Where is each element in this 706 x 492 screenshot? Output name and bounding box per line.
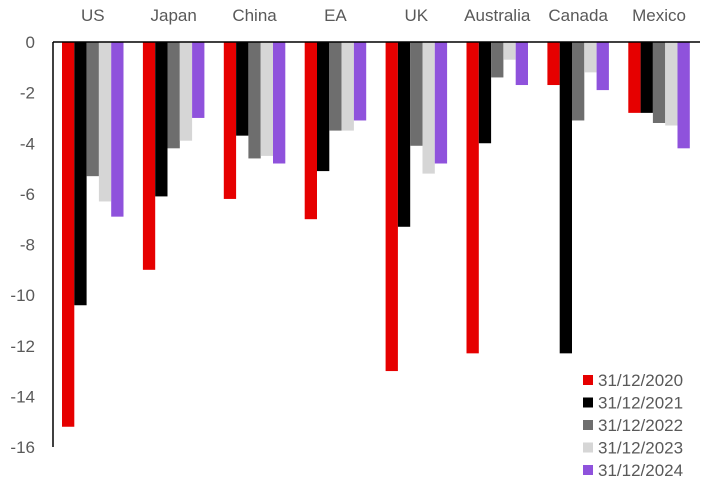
legend-swatch — [583, 375, 593, 385]
y-tick-label: -2 — [20, 84, 35, 103]
bar-japan-1 — [155, 42, 168, 197]
bar-uk-2 — [410, 42, 423, 146]
bar-ea-1 — [317, 42, 330, 172]
legend-swatch — [583, 420, 593, 430]
bar-us-1 — [74, 42, 87, 306]
category-label: China — [232, 6, 277, 25]
legend-swatch — [583, 442, 593, 453]
legend-label: 31/12/2020 — [598, 371, 683, 390]
bar-canada-3 — [584, 42, 597, 73]
bar-mexico-3 — [665, 42, 678, 126]
category-label: EA — [324, 6, 347, 25]
y-tick-label: -10 — [10, 286, 35, 305]
bar-china-3 — [260, 42, 273, 156]
legend-label: 31/12/2023 — [598, 439, 683, 458]
bar-japan-3 — [179, 42, 193, 141]
bar-australia-4 — [515, 42, 528, 86]
category-label: Mexico — [632, 6, 686, 25]
bar-ea-2 — [329, 42, 342, 131]
legend-label: 31/12/2021 — [598, 394, 683, 413]
bar-ea-0 — [304, 42, 317, 220]
bar-uk-3 — [422, 42, 435, 174]
legend-label: 31/12/2024 — [598, 461, 683, 480]
category-label: Japan — [150, 6, 196, 25]
bar-australia-0 — [466, 42, 479, 354]
legend-label: 31/12/2022 — [598, 416, 683, 435]
bar-japan-0 — [142, 42, 156, 270]
bar-mexico-0 — [628, 42, 641, 113]
y-tick-label: -8 — [20, 236, 35, 255]
category-label: Australia — [464, 6, 531, 25]
bar-china-1 — [236, 42, 249, 136]
bar-us-4 — [111, 42, 124, 217]
bar-mexico-4 — [677, 42, 690, 149]
category-label: Canada — [548, 6, 608, 25]
y-tick-label: -12 — [10, 337, 35, 356]
bar-mexico-2 — [652, 42, 666, 123]
bar-china-2 — [248, 42, 261, 159]
bar-us-2 — [86, 42, 99, 177]
y-tick-label: -14 — [10, 387, 35, 406]
legend-swatch — [583, 465, 593, 475]
bar-ea-3 — [341, 42, 354, 131]
bar-us-3 — [98, 42, 112, 202]
y-tick-label: 0 — [26, 33, 35, 52]
y-tick-label: -16 — [10, 438, 35, 457]
bar-japan-2 — [167, 42, 180, 149]
y-tick-label: -4 — [20, 134, 35, 153]
bar-canada-1 — [559, 42, 572, 354]
bar-china-4 — [273, 42, 286, 164]
bar-canada-2 — [572, 42, 585, 121]
bar-australia-3 — [503, 42, 516, 60]
bar-us-0 — [62, 42, 75, 427]
bar-canada-0 — [547, 42, 560, 86]
bar-uk-1 — [397, 42, 411, 227]
bar-canada-4 — [596, 42, 609, 91]
bar-australia-2 — [491, 42, 504, 78]
bar-mexico-1 — [640, 42, 653, 113]
bar-china-0 — [223, 42, 237, 199]
category-label: UK — [405, 6, 429, 25]
bar-australia-1 — [478, 42, 492, 144]
category-label: US — [81, 6, 105, 25]
bar-uk-4 — [434, 42, 448, 164]
bar-ea-4 — [353, 42, 367, 121]
bar-japan-4 — [192, 42, 205, 118]
legend-swatch — [583, 397, 593, 408]
bar-uk-0 — [385, 42, 398, 372]
y-tick-label: -6 — [20, 185, 35, 204]
